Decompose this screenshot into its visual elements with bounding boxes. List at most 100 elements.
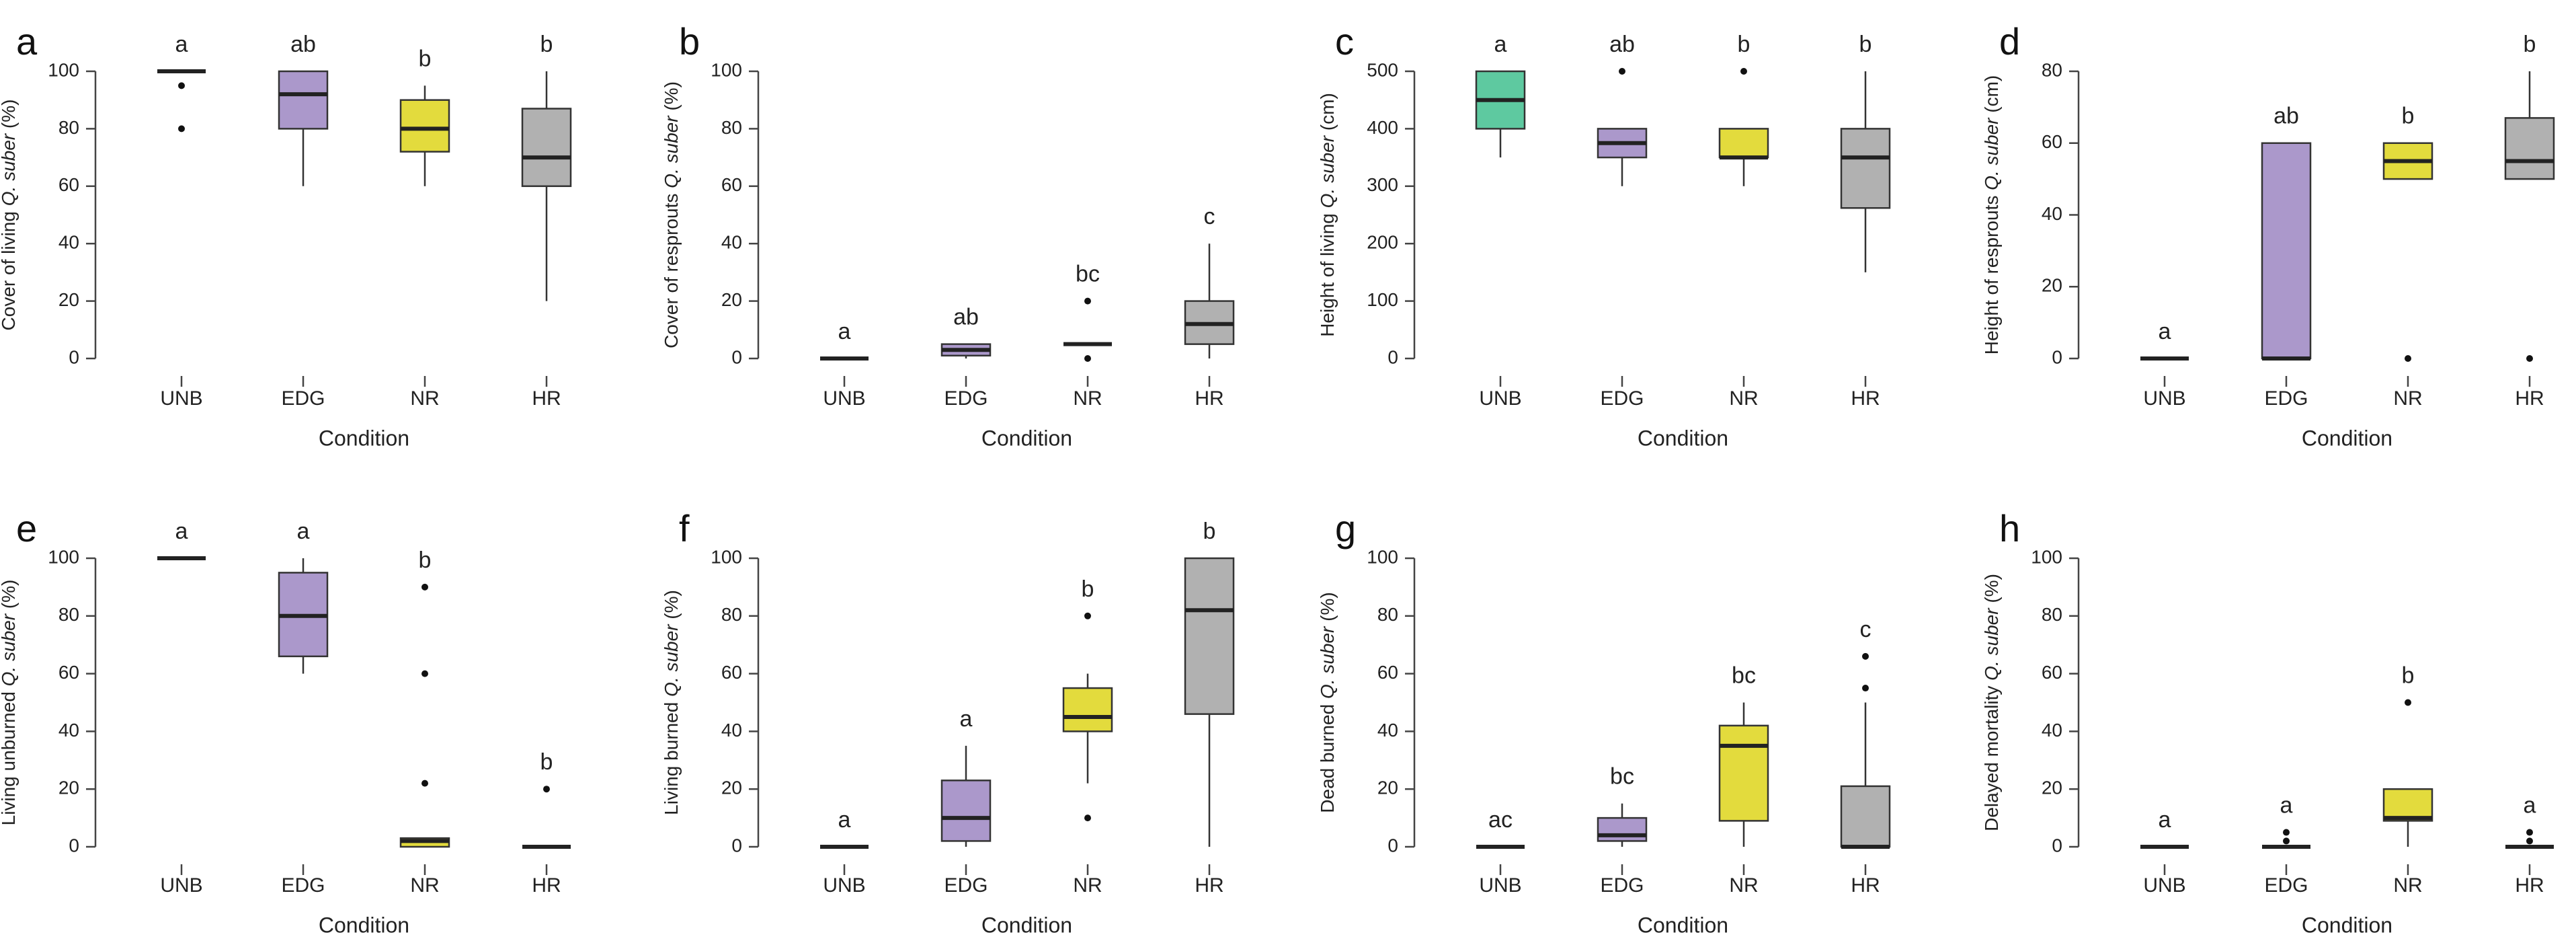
x-tick-label: NR <box>1729 874 1758 897</box>
y-axis-label-unit: (%) <box>661 590 682 624</box>
box-body <box>1840 785 1891 848</box>
y-tick-label: 400 <box>1367 117 1398 138</box>
box-UNB: a <box>820 319 869 361</box>
x-tick-label: HR <box>1195 874 1223 897</box>
x-tick-label: EDG <box>281 874 325 897</box>
box-body <box>1597 817 1648 842</box>
box-body <box>940 780 992 842</box>
y-tick-label: 80 <box>2042 59 2062 80</box>
box-NR: b <box>2382 104 2433 362</box>
panel-a: a 0 20 40 60 80 100 Cover of living Q. suber (%… <box>0 20 572 450</box>
significance-label: a <box>2280 793 2293 819</box>
x-tick-label: NR <box>410 874 439 897</box>
significance-label: bc <box>1610 764 1634 790</box>
y-tick-label: 20 <box>721 289 742 310</box>
x-tick-label: HR <box>1195 387 1223 410</box>
significance-label: a <box>297 519 310 544</box>
box-HR: a <box>2505 793 2554 849</box>
y-tick-label: 40 <box>2042 720 2062 741</box>
box-HR: b <box>2504 32 2555 362</box>
y-tick-label: 0 <box>69 346 79 367</box>
box-EDG: ab <box>2261 104 2312 361</box>
y-axis-label: Cover of living Q. suber (%) <box>0 100 19 331</box>
significance-label: b <box>1859 32 1872 57</box>
panel-letter: a <box>16 20 38 63</box>
box-body <box>521 108 572 188</box>
y-tick-label: 40 <box>58 720 79 741</box>
x-tick-label: EDG <box>944 387 988 410</box>
y-axis-label-species: Q. suber <box>0 613 19 686</box>
outlier-point <box>2283 829 2290 836</box>
outlier-point <box>2405 355 2411 362</box>
y-tick-label: 40 <box>721 232 742 253</box>
significance-label: a <box>175 32 188 57</box>
box-body <box>278 70 329 130</box>
y-tick-label: 40 <box>2042 203 2062 224</box>
box-EDG: ab <box>1597 32 1648 186</box>
y-tick-label: 20 <box>721 778 742 798</box>
outlier-point <box>2526 355 2533 362</box>
y-tick-label: 0 <box>69 835 79 856</box>
x-tick-label: UNB <box>823 874 865 897</box>
significance-label: b <box>1738 32 1750 57</box>
y-axis-label-unit: (%) <box>0 580 19 614</box>
outlier-point <box>543 786 550 793</box>
outlier-point <box>1084 297 1091 305</box>
y-axis-label: Living unburned Q. suber (%) <box>0 580 19 826</box>
box-HR: b <box>1184 519 1235 847</box>
x-axis-title: Condition <box>1638 913 1728 937</box>
y-axis-label-unit: (%) <box>661 81 682 116</box>
outlier-point <box>1862 652 1869 660</box>
x-tick-label: NR <box>2393 387 2422 410</box>
y-axis-label-text: Cover of living <box>0 206 19 330</box>
x-tick-label: EDG <box>1600 387 1644 410</box>
x-axis-title: Condition <box>319 913 409 937</box>
significance-label: a <box>960 706 973 732</box>
panel-b: b 0 20 40 60 80 100 Cover of resprouts Q. suber… <box>661 20 1235 450</box>
x-tick-label: UNB <box>1479 874 1521 897</box>
significance-label: c <box>1860 617 1871 642</box>
box-body <box>1718 724 1769 822</box>
x-tick-label: EDG <box>281 387 325 410</box>
box-NR: bc <box>1063 262 1112 362</box>
x-tick-label: NR <box>1729 387 1758 410</box>
y-tick-label: 20 <box>58 289 79 310</box>
box-HR: b <box>522 749 571 849</box>
box-body <box>2504 117 2555 180</box>
significance-label: c <box>1204 204 1215 229</box>
x-tick-label: UNB <box>160 874 202 897</box>
y-tick-label: 0 <box>2052 835 2062 856</box>
significance-label: b <box>2524 32 2536 57</box>
x-tick-label: UNB <box>1479 387 1521 410</box>
panel-letter: f <box>679 507 690 550</box>
panel-c: c 0 100 200 300 400 500 Height of living Q. sub… <box>1317 20 1891 450</box>
significance-label: ab <box>290 32 316 57</box>
panel-letter: d <box>1999 20 2020 63</box>
y-axis-label-species: Q. suber <box>1317 135 1338 208</box>
x-tick-label: UNB <box>2143 387 2185 410</box>
outlier-point <box>421 670 428 677</box>
outlier-point <box>1740 68 1747 75</box>
y-axis-label-species: Q. suber <box>1317 626 1338 699</box>
y-tick-label: 20 <box>58 778 79 798</box>
x-tick-label: NR <box>1073 874 1102 897</box>
significance-label: ab <box>2273 104 2299 129</box>
x-tick-label: NR <box>410 387 439 410</box>
box-HR: c <box>1840 617 1891 849</box>
x-tick-label: EDG <box>944 874 988 897</box>
box-body <box>1062 687 1113 732</box>
y-tick-label: 0 <box>731 346 742 367</box>
outlier-point <box>1619 68 1625 75</box>
panel-e: e 0 20 40 60 80 100 Living unburned Q. suber (%… <box>0 507 571 937</box>
y-tick-label: 100 <box>48 59 79 80</box>
significance-label: b <box>419 547 432 573</box>
y-tick-label: 80 <box>58 117 79 138</box>
y-tick-label: 0 <box>1387 346 1398 367</box>
y-tick-label: 100 <box>711 59 742 80</box>
y-tick-label: 60 <box>58 662 79 683</box>
y-tick-label: 0 <box>1387 835 1398 856</box>
box-UNB: a <box>820 807 869 849</box>
significance-label: b <box>540 749 553 775</box>
x-tick-label: HR <box>1851 874 1880 897</box>
x-tick-label: HR <box>2515 874 2544 897</box>
